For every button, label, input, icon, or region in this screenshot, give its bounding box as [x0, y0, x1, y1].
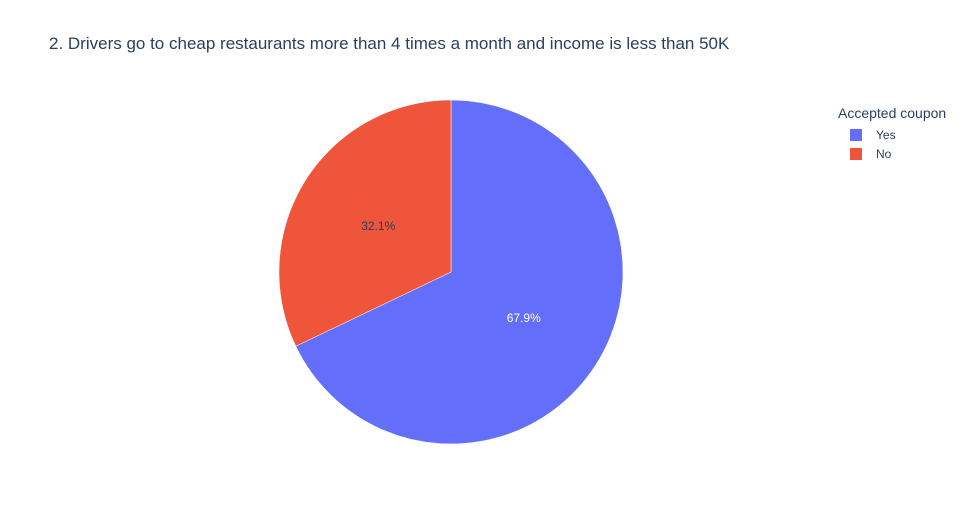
legend-label-yes: Yes	[876, 127, 896, 142]
pie-slice-yes[interactable]	[295, 99, 624, 445]
legend-label-no: No	[876, 146, 892, 161]
pie-label-no: 32.1%	[361, 219, 395, 233]
legend-swatch-yes	[850, 128, 862, 141]
legend: Accepted coupon Yes No	[838, 105, 946, 163]
legend-title: Accepted coupon	[838, 105, 947, 121]
pie-label-yes: 67.9%	[507, 311, 541, 325]
pie-slice-no[interactable]	[278, 99, 452, 347]
legend-item-yes[interactable]: Yes	[838, 125, 946, 144]
chart-title: 2. Drivers go to cheap restaurants more …	[49, 34, 730, 53]
legend-item-no[interactable]: No	[838, 144, 946, 163]
legend-swatch-no	[850, 147, 862, 160]
